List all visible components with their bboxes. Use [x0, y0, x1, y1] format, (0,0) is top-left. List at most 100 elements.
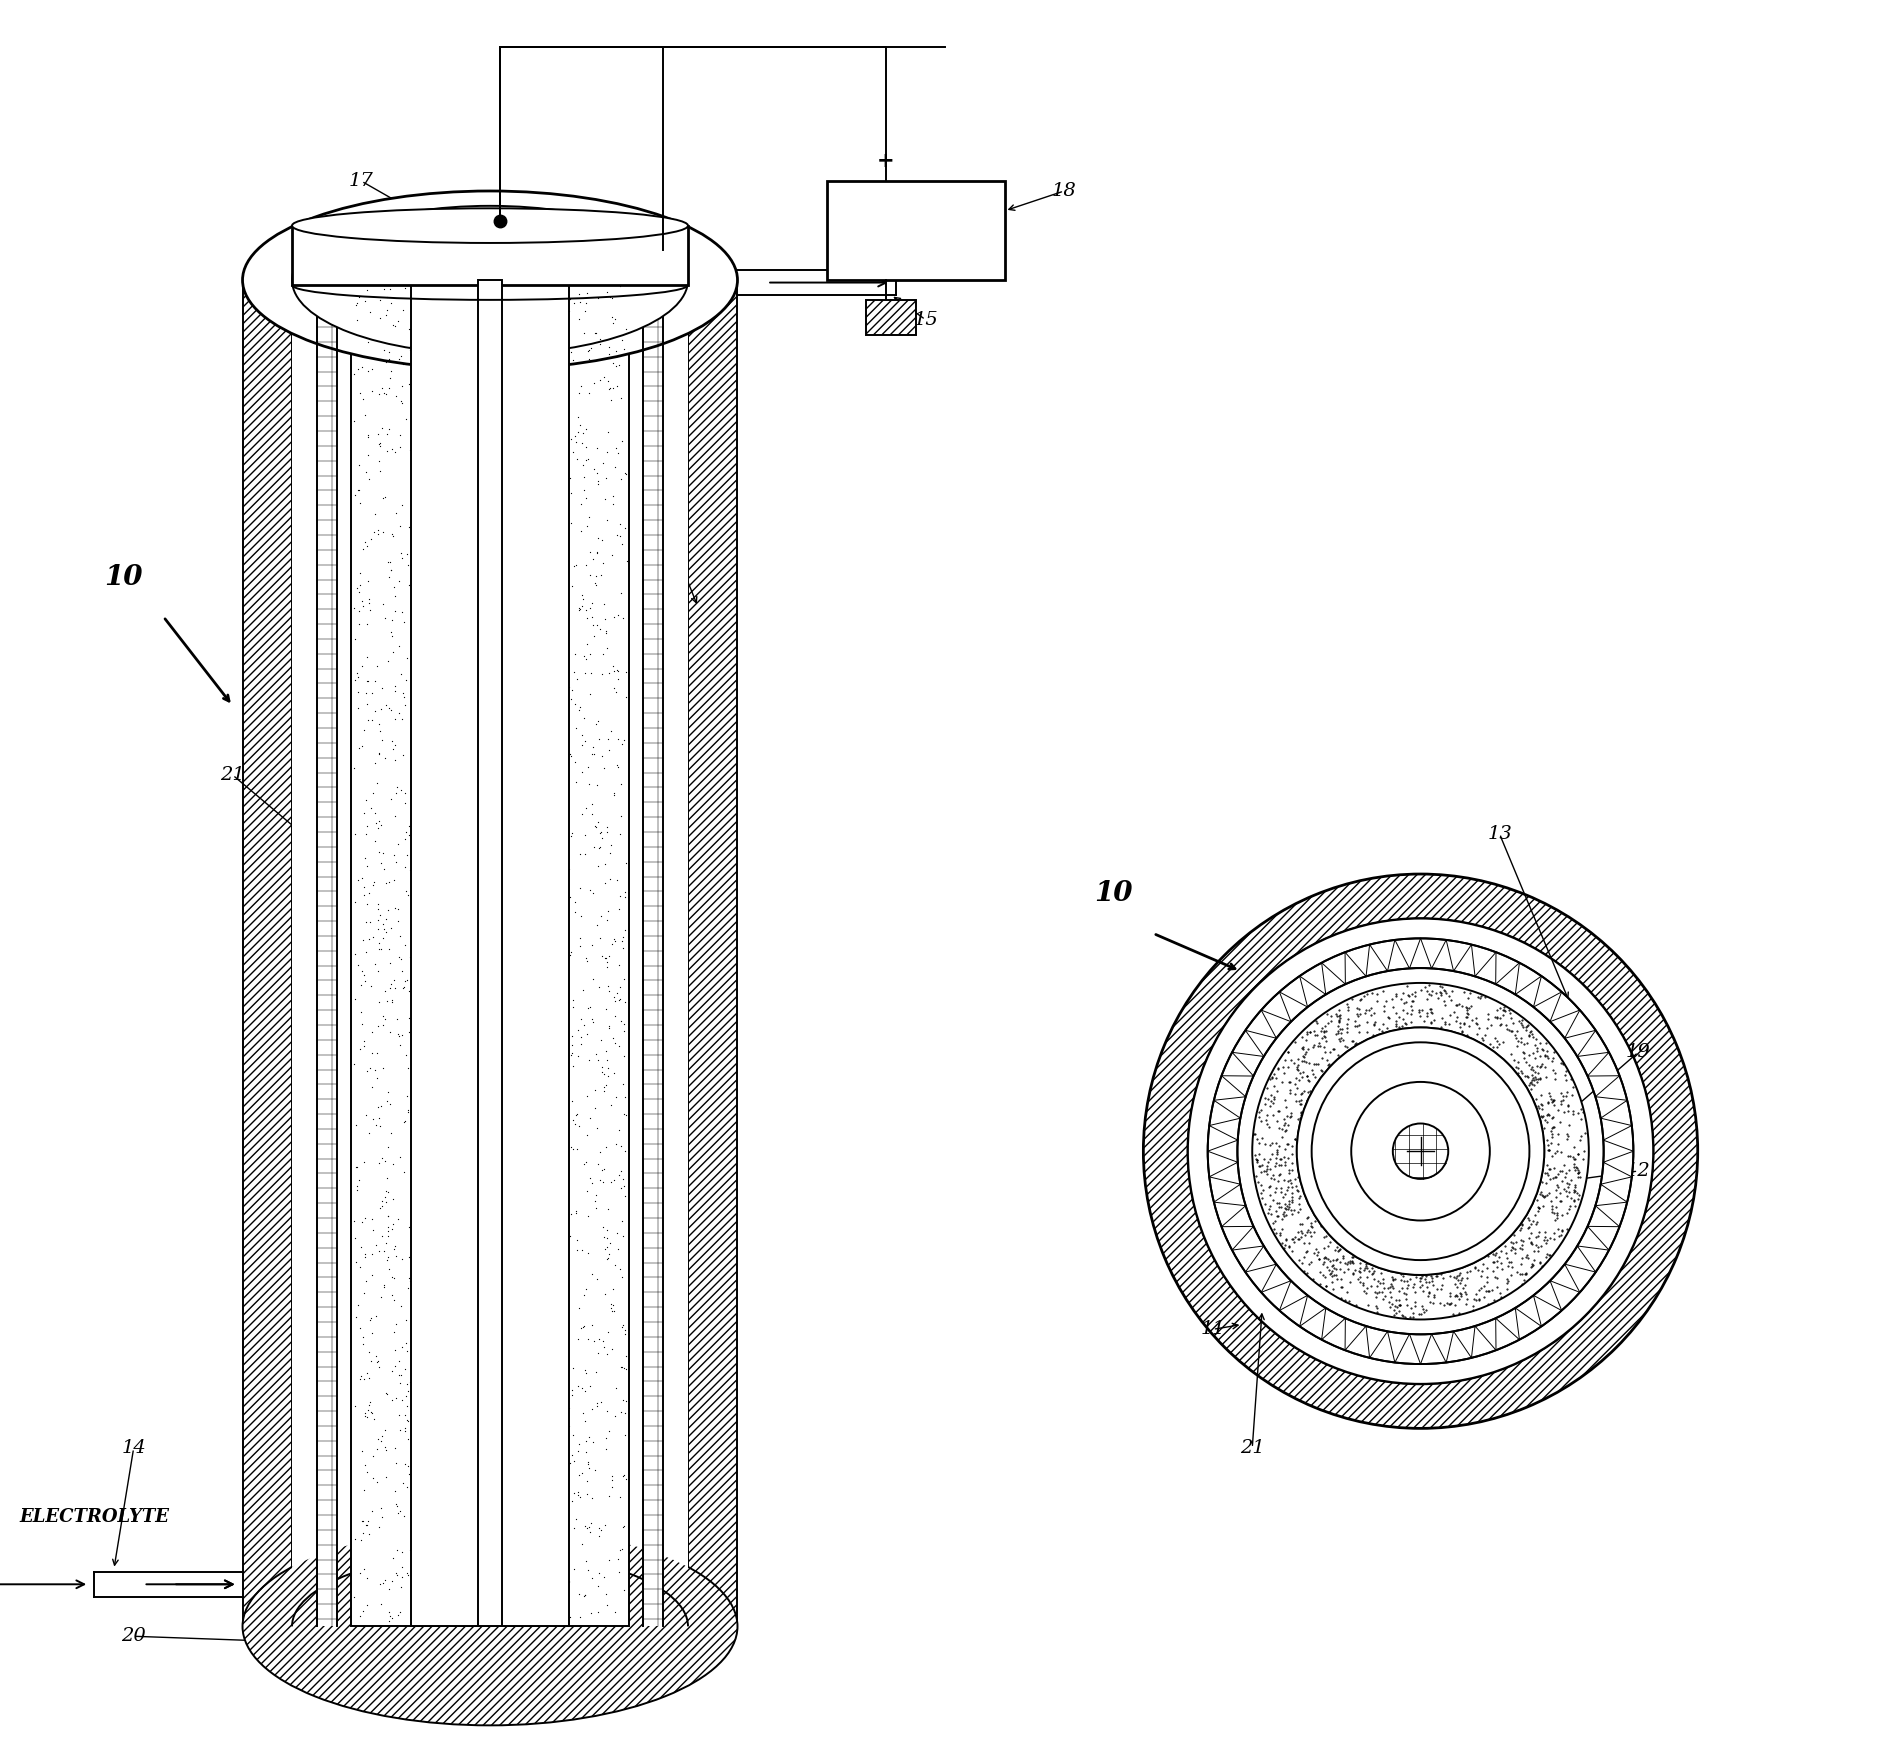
Point — [375, 949, 405, 977]
Point — [553, 458, 583, 486]
Point — [477, 845, 507, 873]
Point — [475, 393, 505, 421]
Point — [473, 1344, 504, 1372]
Point — [590, 1424, 620, 1452]
Point — [502, 996, 532, 1024]
Point — [438, 1016, 468, 1044]
Point — [556, 1040, 587, 1068]
Point — [609, 1461, 639, 1489]
Point — [390, 667, 421, 695]
Point — [485, 349, 515, 377]
Point — [566, 731, 596, 759]
Point — [464, 1312, 494, 1340]
Point — [341, 1303, 372, 1331]
Point — [364, 807, 394, 835]
Point — [571, 596, 602, 624]
Point — [587, 1026, 617, 1054]
Point — [411, 1193, 441, 1221]
Point — [424, 828, 455, 856]
Point — [594, 1482, 624, 1510]
Point — [409, 493, 439, 521]
Point — [377, 1356, 407, 1384]
Point — [405, 1245, 436, 1273]
Point — [485, 1054, 515, 1082]
Point — [456, 914, 487, 942]
Point — [470, 610, 500, 638]
Point — [438, 1293, 468, 1321]
Point — [434, 1358, 464, 1386]
Point — [541, 465, 571, 493]
Point — [575, 595, 605, 623]
Point — [407, 1226, 438, 1254]
Point — [598, 1298, 628, 1326]
Point — [485, 1005, 515, 1033]
Point — [504, 449, 534, 477]
Point — [415, 1217, 445, 1245]
Point — [372, 986, 402, 1014]
Point — [479, 740, 509, 768]
Point — [585, 1324, 615, 1352]
Bar — [317, 281, 336, 1626]
Point — [477, 807, 507, 835]
Point — [581, 1077, 611, 1105]
Point — [422, 949, 453, 977]
Point — [379, 840, 409, 868]
Point — [413, 649, 443, 677]
Point — [411, 1361, 441, 1389]
Point — [594, 417, 624, 446]
Point — [372, 1379, 402, 1407]
Point — [483, 1098, 513, 1126]
Point — [488, 975, 519, 1003]
Point — [347, 652, 377, 681]
Point — [481, 1061, 511, 1089]
Point — [421, 1531, 451, 1559]
Point — [470, 1547, 500, 1575]
Point — [422, 472, 453, 500]
Point — [443, 1131, 473, 1159]
Point — [554, 1394, 585, 1422]
Text: 18: 18 — [1052, 182, 1077, 200]
Point — [488, 1440, 519, 1468]
Point — [594, 1012, 624, 1040]
Point — [404, 810, 434, 838]
Point — [488, 1407, 519, 1435]
Point — [421, 816, 451, 844]
Point — [439, 468, 470, 496]
Point — [543, 475, 573, 503]
Point — [443, 374, 473, 402]
Point — [353, 891, 383, 919]
Point — [392, 1393, 422, 1421]
Point — [543, 1415, 573, 1444]
Point — [513, 435, 543, 463]
Point — [553, 1568, 583, 1596]
Point — [598, 309, 628, 337]
Point — [541, 1486, 571, 1514]
Point — [455, 1163, 485, 1191]
Point — [515, 1079, 545, 1107]
Bar — [292, 281, 688, 1626]
Point — [430, 1393, 460, 1421]
Point — [470, 616, 500, 644]
Point — [547, 1347, 577, 1375]
Point — [473, 609, 504, 637]
Point — [498, 791, 528, 819]
Point — [394, 1459, 424, 1487]
Point — [547, 973, 577, 1002]
Point — [462, 538, 492, 567]
Point — [432, 275, 462, 303]
Point — [407, 931, 438, 959]
Point — [360, 1342, 390, 1370]
Point — [554, 942, 585, 970]
Point — [426, 1428, 456, 1456]
Point — [400, 1338, 430, 1366]
Point — [430, 1002, 460, 1030]
Point — [377, 986, 407, 1014]
Point — [553, 1524, 583, 1552]
Point — [564, 1580, 594, 1608]
Point — [583, 460, 613, 488]
Point — [500, 910, 530, 938]
Point — [585, 833, 615, 861]
Point — [596, 1091, 626, 1119]
Point — [543, 1140, 573, 1168]
Point — [562, 446, 592, 474]
